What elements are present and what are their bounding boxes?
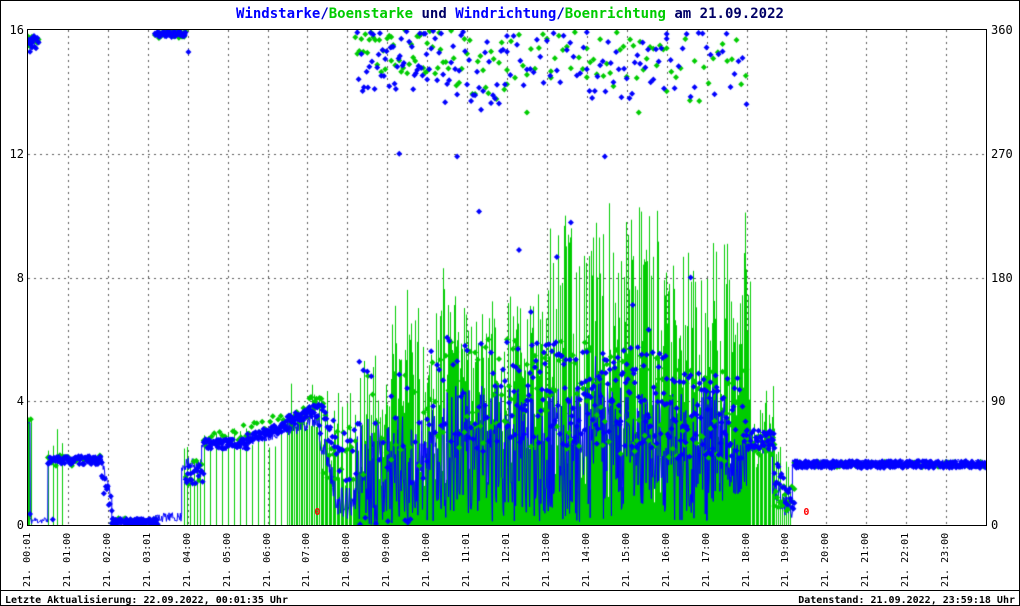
- x-tick-label: 21. 22:01: [900, 532, 912, 587]
- last-update-text: Letzte Aktualisierung: 22.09.2022, 00:01…: [5, 595, 288, 606]
- title-part: Windrichtung: [455, 6, 557, 22]
- title-part: und: [413, 6, 456, 22]
- title-part: Boenrichtung: [564, 6, 666, 22]
- x-tick-label: 21. 03:01: [141, 532, 153, 587]
- title-part: am 21.09.2022: [665, 6, 784, 22]
- red-zero-annotation: 0: [314, 506, 321, 518]
- footer-divider: [1, 590, 1019, 591]
- x-tick-label: 21. 02:00: [101, 532, 113, 587]
- x-tick-label: 21. 12:01: [501, 532, 512, 587]
- y-left-tick-label: 16: [9, 23, 24, 37]
- x-tick-label: 21. 00:01: [22, 532, 33, 587]
- data-state-text: Datenstand: 21.09.2022, 23:59:18 Uhr: [798, 595, 1015, 606]
- y-right-tick-label: 0: [991, 518, 999, 532]
- x-tick-label: 21. 16:00: [660, 532, 672, 587]
- x-tick-label: 21. 10:00: [421, 532, 433, 587]
- red-zero-annotation: 0: [803, 506, 810, 518]
- x-tick-label: 21. 09:00: [381, 532, 393, 587]
- y-right-tick-label: 180: [991, 270, 1013, 285]
- title-part: Windstarke: [236, 6, 321, 22]
- x-tick-label: 21. 23:00: [940, 532, 952, 587]
- x-tick-label: 21. 14:00: [580, 532, 592, 587]
- title-part: Boenstarke: [328, 6, 414, 22]
- y-left-tick-label: 0: [16, 518, 24, 532]
- y-left-tick-label: 12: [9, 146, 24, 161]
- y-left-tick-label: 4: [16, 394, 24, 409]
- x-tick-label: 21. 08:00: [341, 532, 353, 587]
- x-tick-label: 21. 15:00: [620, 532, 632, 587]
- x-tick-label: 21. 11:01: [461, 532, 473, 587]
- x-tick-label: 21. 17:00: [700, 532, 712, 587]
- y-right-tick-label: 90: [991, 394, 1006, 409]
- x-tick-label: 21. 20:00: [820, 532, 832, 587]
- x-tick-label: 21. 04:00: [181, 532, 193, 587]
- title-part: /: [320, 6, 329, 22]
- y-right-tick-label: 270: [991, 146, 1013, 161]
- x-tick-label: 21. 18:00: [740, 532, 752, 587]
- x-tick-label: 21. 13:00: [540, 532, 552, 587]
- wind-chart-canvas: [28, 30, 986, 525]
- x-tick-label: 21. 01:00: [61, 532, 73, 587]
- y-right-tick-label: 360: [991, 23, 1013, 37]
- y-left-tick-label: 8: [16, 270, 24, 285]
- x-tick-label: 21. 06:00: [261, 532, 273, 587]
- x-tick-label: 21. 05:00: [221, 532, 233, 587]
- chart-title: Windstarke/Boenstarke und Windrichtung/B…: [1, 6, 1019, 22]
- x-tick-label: 21. 07:00: [301, 532, 313, 587]
- title-part: /: [556, 6, 565, 22]
- x-tick-label: 21. 21:00: [860, 532, 872, 587]
- x-tick-label: 21. 19:00: [780, 532, 792, 587]
